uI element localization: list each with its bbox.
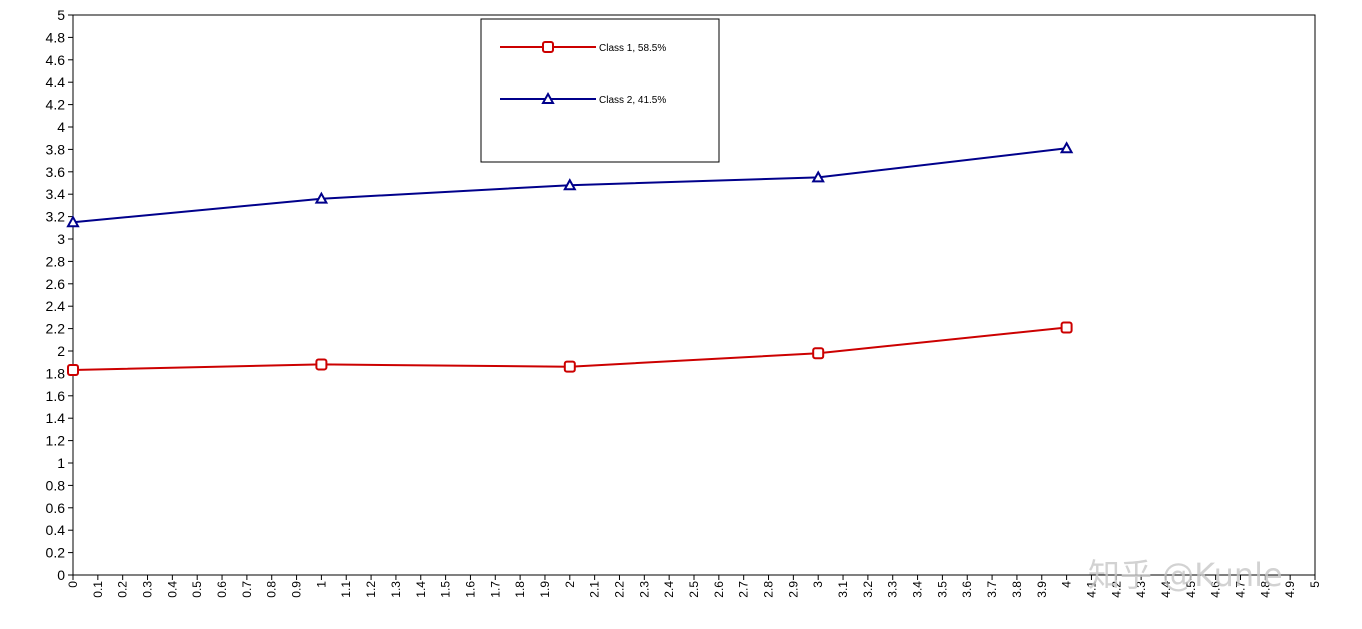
- x-tick-label: 4.3: [1134, 581, 1148, 598]
- x-tick-label: 3.7: [985, 581, 999, 598]
- series-2-point: [1059, 141, 1074, 154]
- y-tick-label: 3.4: [46, 186, 66, 202]
- x-tick-label: 1.1: [339, 581, 353, 598]
- x-tick-label: 0.4: [165, 581, 179, 598]
- x-tick-label: 4.6: [1209, 581, 1223, 598]
- y-tick-label: 2.4: [46, 298, 66, 314]
- y-tick-label: 3.6: [46, 164, 66, 180]
- y-axis-ticks: 0 0.2 0.4 0.6 0.8 1 1.2 1.4 1.6 1.8 2 2.2 2.4 2.6 2.8 3…: [46, 7, 73, 583]
- x-tick-label: 4.1: [1084, 581, 1098, 598]
- x-tick-label: 2: [563, 581, 577, 588]
- x-tick-label: 1.5: [439, 581, 453, 598]
- x-tick-label: 3.1: [836, 581, 850, 598]
- x-tick-label: 1.6: [463, 581, 477, 598]
- x-tick-label: 4.4: [1159, 581, 1173, 598]
- x-tick-label: 0.8: [265, 581, 279, 598]
- x-tick-label: 4.2: [1109, 581, 1123, 598]
- x-tick-label: 2.1: [588, 581, 602, 598]
- x-tick-label: 4.7: [1233, 581, 1247, 598]
- legend-label-class-1: Class 1, 58.5%: [599, 43, 666, 54]
- x-tick-label: 0.6: [215, 581, 229, 598]
- y-tick-label: 0.4: [46, 522, 66, 538]
- x-tick-label: 0.3: [141, 581, 155, 598]
- x-tick-label: 3.8: [1010, 581, 1024, 598]
- x-tick-label: 2.4: [662, 581, 676, 598]
- legend-box: [480, 18, 720, 163]
- x-tick-label: 3.2: [861, 581, 875, 598]
- series-layer: [66, 141, 1074, 377]
- y-tick-label: 2.2: [46, 321, 66, 337]
- x-tick-label: 1.7: [488, 581, 502, 598]
- y-tick-label: 0.6: [46, 500, 66, 516]
- legend: Class 1, 58.5% Class 2, 41.5%: [480, 18, 720, 163]
- y-tick-label: 1.2: [46, 433, 66, 449]
- x-tick-label: 1.8: [513, 581, 527, 598]
- y-tick-label: 4.8: [46, 29, 66, 45]
- y-tick-label: 3.2: [46, 209, 66, 225]
- series-2-point: [66, 215, 80, 228]
- x-axis-ticks: 0 0.1 0.2 0.3 0.4 0.5 0.6 0.7 0.8 0.9 1 1.1 1.2 1.3 1.…: [66, 575, 1322, 598]
- x-tick-label: 3.5: [935, 581, 949, 598]
- x-tick-label: 3.9: [1035, 581, 1049, 598]
- x-tick-label: 0.2: [116, 581, 130, 598]
- y-tick-label: 4.2: [46, 97, 66, 113]
- x-tick-label: 0.7: [240, 581, 254, 598]
- x-tick-label: 0.5: [190, 581, 204, 598]
- series-1-point: [1060, 321, 1073, 334]
- x-tick-label: 3.4: [911, 581, 925, 598]
- series-1-point: [812, 347, 825, 360]
- x-tick-label: 5: [1308, 581, 1322, 588]
- x-tick-label: 2.5: [687, 581, 701, 598]
- y-tick-label: 2.6: [46, 276, 66, 292]
- x-tick-label: 3.6: [960, 581, 974, 598]
- y-tick-label: 2.8: [46, 253, 66, 269]
- y-tick-label: 3.8: [46, 141, 66, 157]
- x-tick-label: 4.9: [1283, 581, 1297, 598]
- x-tick-label: 1.3: [389, 581, 403, 598]
- x-tick-label: 2.6: [712, 581, 726, 598]
- x-tick-label: 2.9: [786, 581, 800, 598]
- y-tick-label: 1.4: [46, 410, 66, 426]
- legend-label-class-2: Class 2, 41.5%: [599, 95, 666, 106]
- legend-marker-class-1: [542, 41, 554, 53]
- series-1-point: [67, 364, 79, 377]
- y-tick-label: 0.2: [46, 545, 66, 561]
- x-tick-label: 2.8: [762, 581, 776, 598]
- y-tick-label: 1.6: [46, 388, 66, 404]
- watermark: 知乎 @Kunle: [1088, 556, 1283, 594]
- series-1-point: [563, 360, 576, 373]
- x-tick-label: 2.2: [612, 581, 626, 598]
- x-tick-label: 2.7: [737, 581, 751, 598]
- series-2-point: [811, 170, 825, 183]
- y-tick-label: 1: [57, 455, 65, 471]
- x-tick-label: 2.3: [637, 581, 651, 598]
- legend-marker-class-2: [541, 91, 555, 104]
- x-tick-label: 4.5: [1184, 581, 1198, 598]
- x-tick-label: 4.8: [1258, 581, 1272, 598]
- x-tick-label: 0.1: [91, 581, 105, 598]
- x-tick-label: 3: [811, 581, 825, 588]
- y-tick-label: 4.4: [46, 74, 66, 90]
- series-2-point: [563, 178, 577, 191]
- series-1-point: [315, 358, 328, 371]
- x-tick-label: 0.9: [290, 581, 304, 598]
- x-tick-label: 3.3: [886, 581, 900, 598]
- x-tick-label: 0: [66, 581, 80, 588]
- x-tick-label: 1.2: [364, 581, 378, 598]
- x-tick-label: 1.4: [414, 581, 428, 598]
- y-tick-label: 3: [57, 231, 65, 247]
- y-tick-label: 0: [57, 567, 65, 583]
- x-tick-label: 1: [314, 581, 328, 588]
- x-tick-label: 4: [1060, 581, 1074, 588]
- y-tick-label: 2: [57, 343, 65, 359]
- series-2-point: [314, 191, 329, 204]
- y-tick-label: 4.6: [46, 52, 66, 68]
- y-tick-label: 0.8: [46, 477, 66, 493]
- y-tick-label: 5: [57, 7, 65, 23]
- x-tick-label: 1.9: [538, 581, 552, 598]
- y-tick-label: 4: [57, 119, 65, 135]
- y-tick-label: 1.8: [46, 365, 66, 381]
